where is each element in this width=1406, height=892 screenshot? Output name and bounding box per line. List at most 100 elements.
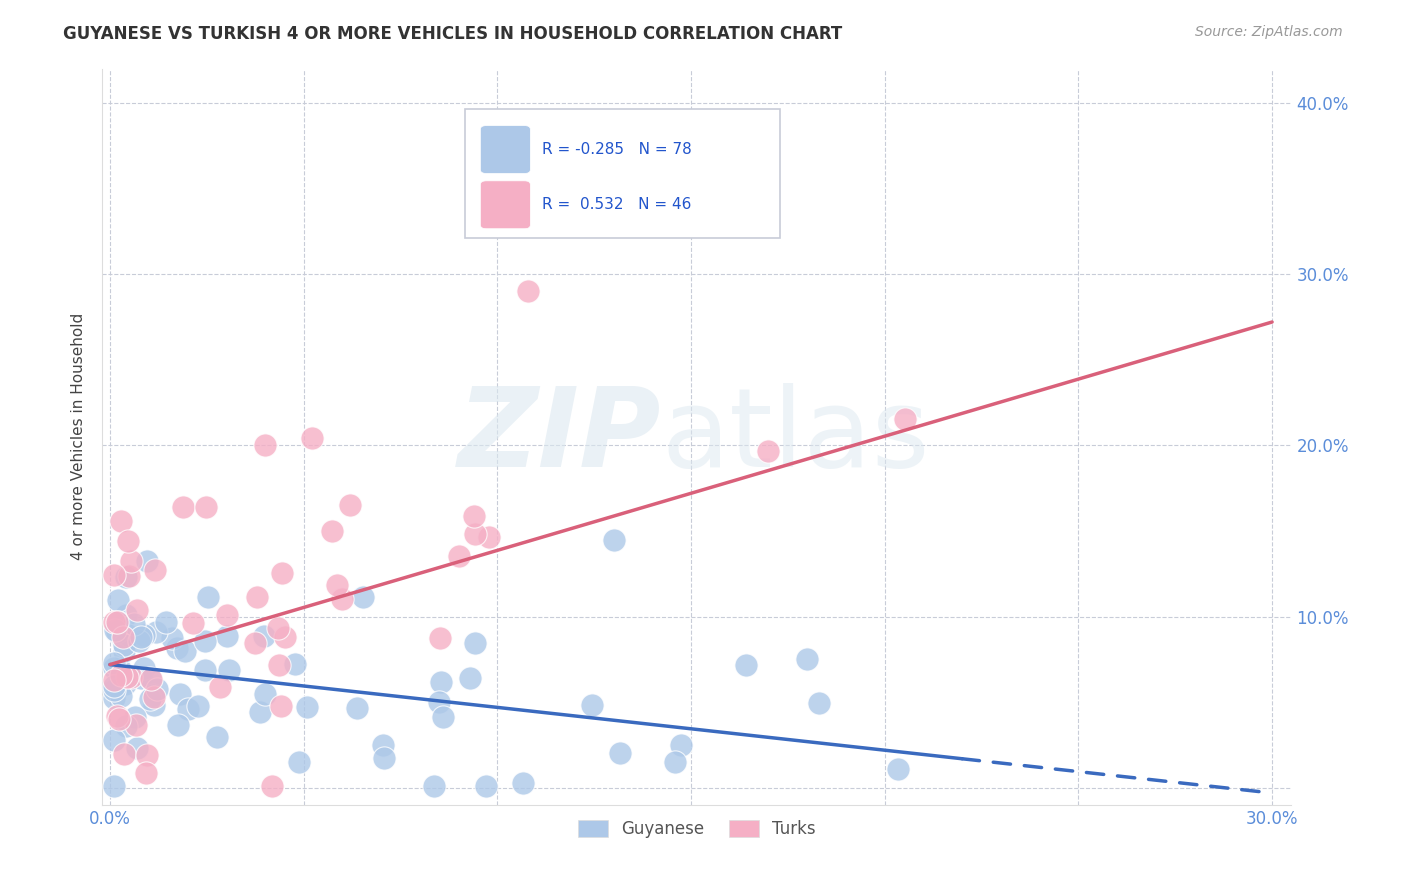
Point — [808, 696, 831, 710]
Point — [205, 731, 228, 745]
Point — [103, 661, 125, 675]
Point — [108, 712, 131, 726]
Point — [177, 702, 200, 716]
Point — [139, 671, 162, 685]
Point — [464, 636, 486, 650]
Point — [664, 755, 686, 769]
Point — [107, 592, 129, 607]
FancyBboxPatch shape — [481, 181, 530, 228]
Point — [117, 533, 139, 548]
Point — [115, 608, 138, 623]
Point — [118, 569, 141, 583]
Point — [463, 508, 485, 523]
Point — [187, 699, 209, 714]
Point — [139, 691, 162, 706]
Point — [120, 670, 142, 684]
Point — [125, 741, 148, 756]
Point — [352, 590, 374, 604]
Point — [105, 615, 128, 630]
Legend: Guyanese, Turks: Guyanese, Turks — [571, 813, 823, 845]
Point — [162, 631, 184, 645]
Point — [103, 779, 125, 793]
Point — [423, 779, 446, 793]
Point — [267, 621, 290, 635]
Point — [262, 779, 284, 793]
Point — [125, 603, 148, 617]
Point — [115, 719, 138, 733]
Point — [429, 632, 451, 646]
Point — [136, 748, 159, 763]
Point — [449, 549, 471, 563]
Point — [609, 747, 631, 761]
Point — [105, 625, 128, 640]
Point — [249, 705, 271, 719]
Point — [108, 668, 131, 682]
Point — [181, 615, 204, 630]
Point — [253, 629, 276, 643]
Point — [135, 554, 157, 568]
Point — [112, 644, 135, 658]
Point — [270, 566, 292, 580]
Point — [478, 531, 501, 545]
Point — [103, 673, 125, 688]
Point — [141, 688, 163, 702]
Text: R =  0.532   N = 46: R = 0.532 N = 46 — [543, 197, 692, 212]
Point — [321, 524, 343, 538]
Point — [432, 710, 454, 724]
Point — [132, 627, 155, 641]
Point — [111, 631, 134, 645]
Point — [464, 526, 486, 541]
Point — [111, 630, 134, 644]
Point — [288, 755, 311, 769]
Point — [141, 672, 163, 686]
Point — [756, 444, 779, 458]
Point — [115, 670, 138, 684]
Point — [197, 591, 219, 605]
Point — [274, 630, 297, 644]
Point — [125, 718, 148, 732]
Point — [215, 608, 238, 623]
Point — [112, 638, 135, 652]
Point — [122, 616, 145, 631]
Text: GUYANESE VS TURKISH 4 OR MORE VEHICLES IN HOUSEHOLD CORRELATION CHART: GUYANESE VS TURKISH 4 OR MORE VEHICLES I… — [63, 25, 842, 43]
Point — [155, 615, 177, 629]
Point — [103, 733, 125, 747]
Point — [326, 577, 349, 591]
Point — [215, 629, 238, 643]
Point — [120, 554, 142, 568]
Point — [142, 698, 165, 712]
Point — [301, 430, 323, 444]
Text: R = -0.285   N = 78: R = -0.285 N = 78 — [543, 142, 692, 157]
Point — [796, 652, 818, 666]
Point — [284, 657, 307, 671]
Point — [169, 687, 191, 701]
Text: Source: ZipAtlas.com: Source: ZipAtlas.com — [1195, 25, 1343, 39]
Point — [194, 500, 217, 514]
Point — [512, 776, 534, 790]
Point — [103, 679, 125, 693]
Point — [114, 570, 136, 584]
Point — [581, 698, 603, 712]
FancyBboxPatch shape — [465, 109, 780, 238]
Point — [167, 718, 190, 732]
Point — [135, 765, 157, 780]
Point — [103, 568, 125, 582]
Point — [132, 661, 155, 675]
Y-axis label: 4 or more Vehicles in Household: 4 or more Vehicles in Household — [72, 313, 86, 560]
Point — [208, 680, 231, 694]
Point — [110, 677, 132, 691]
Point — [373, 738, 395, 752]
Point — [129, 671, 152, 685]
Point — [145, 625, 167, 640]
Point — [243, 636, 266, 650]
Point — [110, 667, 132, 681]
Point — [194, 634, 217, 648]
Point — [146, 681, 169, 696]
Point — [887, 762, 910, 776]
Point — [172, 500, 194, 515]
Point — [124, 710, 146, 724]
Point — [894, 411, 917, 425]
Point — [166, 640, 188, 655]
Point — [427, 695, 450, 709]
Point — [112, 747, 135, 762]
